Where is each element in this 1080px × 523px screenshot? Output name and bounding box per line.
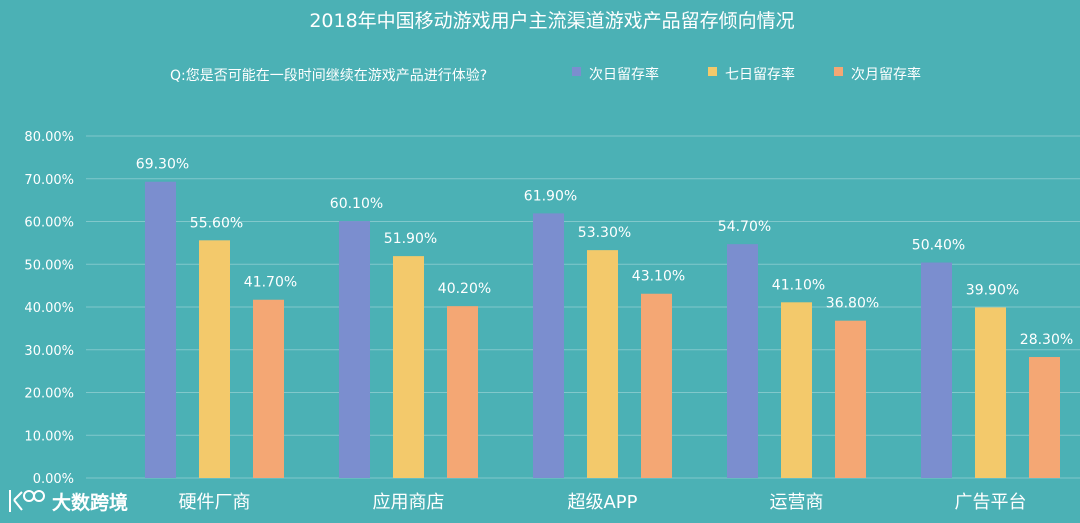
data-label-5-2: 39.90%	[966, 282, 1019, 298]
data-label-5-3: 28.30%	[1020, 332, 1073, 348]
bars	[145, 181, 1060, 478]
y-tick-label: 60.00%	[24, 216, 74, 231]
data-label-3-1: 61.90%	[524, 188, 577, 204]
data-label-3-3: 43.10%	[632, 269, 685, 285]
y-tick-label: 80.00%	[24, 130, 74, 145]
bar-5-1	[921, 262, 952, 478]
data-label-4-2: 41.10%	[772, 277, 825, 293]
survey-question: Q:您是否可能在一段时间继续在游戏产品进行体验?	[170, 67, 487, 84]
x-category-label: 硬件厂商	[179, 492, 251, 513]
bar-5-2	[975, 307, 1006, 478]
x-category-label: 应用商店	[373, 492, 445, 513]
data-label-4-3: 36.80%	[826, 296, 879, 312]
data-label-1-1: 69.30%	[136, 157, 189, 173]
legend-swatch-2	[708, 67, 717, 76]
bar-2-1	[339, 221, 370, 478]
y-tick-label: 20.00%	[24, 387, 74, 402]
bar-2-3	[447, 306, 478, 478]
y-tick-label: 70.00%	[24, 173, 74, 188]
legend: 次日留存率 七日留存率 次月留存率	[572, 66, 921, 83]
bar-3-3	[641, 293, 672, 478]
legend-swatch-3	[834, 67, 843, 76]
data-label-1-3: 41.70%	[244, 275, 297, 291]
bar-1-1	[145, 181, 176, 478]
data-label-2-2: 51.90%	[384, 231, 437, 247]
data-label-5-1: 50.40%	[912, 238, 965, 254]
legend-label-3: 次月留存率	[851, 66, 921, 83]
x-axis: 硬件厂商 应用商店 超级APP 运营商 广告平台	[179, 492, 1027, 513]
bar-4-3	[835, 320, 866, 478]
bar-2-2	[393, 256, 424, 478]
watermark-text: 大数跨境	[52, 491, 128, 514]
bar-4-1	[727, 244, 758, 478]
legend-label-1: 次日留存率	[589, 66, 659, 83]
logo-mark-icon	[9, 490, 45, 512]
watermark-logo: 大数跨境	[9, 490, 128, 514]
bar-5-3	[1029, 357, 1060, 478]
x-category-label: 超级APP	[567, 492, 637, 513]
data-labels: 69.30% 55.60% 41.70% 60.10% 51.90% 40.20% 61.9…	[136, 157, 1073, 348]
y-tick-label: 50.00%	[24, 258, 74, 273]
y-axis: 0.00% 10.00% 20.00% 30.00% 40.00% 50.00% 60.00…	[24, 130, 74, 487]
y-tick-label: 10.00%	[24, 429, 74, 444]
x-category-label: 运营商	[770, 492, 824, 513]
bar-3-1	[533, 213, 564, 478]
data-label-3-2: 53.30%	[578, 225, 631, 241]
data-label-2-3: 40.20%	[438, 281, 491, 297]
data-label-4-1: 54.70%	[718, 219, 771, 235]
y-tick-label: 30.00%	[24, 344, 74, 359]
bar-4-2	[781, 302, 812, 478]
legend-label-2: 七日留存率	[725, 66, 795, 83]
chart-title: 2018年中国移动游戏用户主流渠道游戏产品留存倾向情况	[309, 10, 794, 32]
bar-3-2	[587, 250, 618, 478]
x-category-label: 广告平台	[955, 492, 1027, 513]
y-tick-label: 40.00%	[24, 301, 74, 316]
data-label-2-1: 60.10%	[330, 196, 383, 212]
y-tick-label: 0.00%	[33, 472, 74, 487]
gridlines	[86, 135, 1080, 479]
legend-swatch-1	[572, 67, 581, 76]
data-label-1-2: 55.60%	[190, 215, 243, 231]
bar-1-2	[199, 240, 230, 478]
bar-1-3	[253, 299, 284, 478]
